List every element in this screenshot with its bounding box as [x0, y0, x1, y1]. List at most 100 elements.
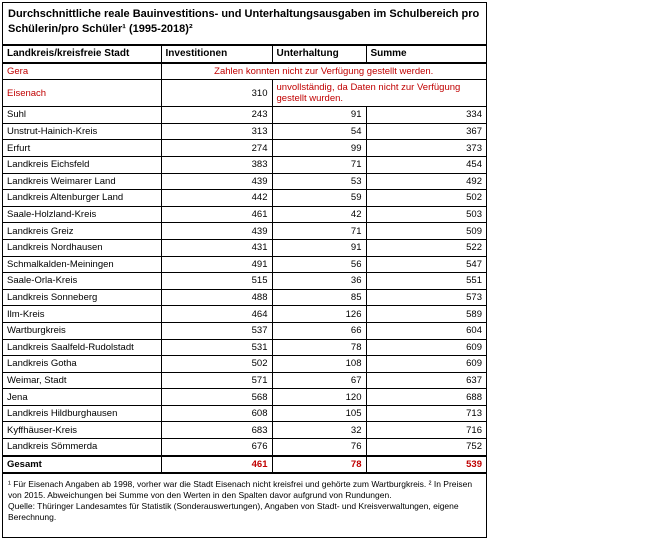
cell: 568 [160, 388, 273, 406]
table-row: Landkreis Hildburghausen 608 105 713 [3, 404, 486, 423]
table-row: Schmalkalden-Meiningen 491 56 547 [3, 255, 486, 274]
cell: 313 [160, 122, 273, 141]
cell: 537 [160, 321, 273, 340]
table-row: Landkreis Sömmerda 676 76 752 [3, 438, 486, 457]
footnote: Quelle: Thüringer Landesamtes für Statis… [8, 501, 459, 523]
row-label: Unstrut-Hainich-Kreis [3, 122, 162, 141]
table-row: Landkreis Sonneberg 488 85 573 [3, 288, 486, 307]
cell: 492 [365, 172, 486, 191]
cell: 99 [271, 139, 367, 157]
title: Durchschnittliche reale Bauinvestitions-… [8, 8, 480, 35]
column-header: Summe [365, 44, 486, 64]
cell: 243 [160, 106, 273, 124]
header-row: Landkreis/kreisfreie Stadt Investitionen U… [3, 44, 486, 64]
row-label: Saale-Holzland-Kreis [3, 205, 162, 224]
cell: 53 [271, 172, 367, 191]
table-row: Gera Zahlen konnten nicht zur Verfügung g… [3, 62, 486, 81]
cell: 373 [365, 139, 486, 157]
cell: 752 [365, 438, 486, 457]
cell: 59 [271, 189, 367, 207]
cell: 78 [271, 454, 367, 475]
table-row: Eisenach 310 unvollständig, da Daten nicht… [3, 79, 486, 108]
row-label: Erfurt [3, 139, 162, 157]
cell: 503 [365, 205, 486, 224]
table-row: Weimar, Stadt 571 67 637 [3, 371, 486, 390]
footnote: ¹ Für Eisenach Angaben ab 1998, vorher w… [8, 479, 473, 501]
table-row: Landkreis Eichsfeld 383 71 454 [3, 155, 486, 174]
note-cell: unvollständig, da Daten nicht zur Verfüg… [271, 79, 486, 108]
row-label: Weimar, Stadt [3, 371, 162, 390]
cell: 683 [160, 421, 273, 440]
cell: 491 [160, 255, 273, 274]
table-row: Ilm-Kreis 464 126 589 [3, 305, 486, 323]
cell: 71 [271, 222, 367, 240]
footnotes: ¹ Für Eisenach Angaben ab 1998, vorher w… [8, 479, 481, 523]
row-label: Saale-Orla-Kreis [3, 272, 162, 290]
cell: 91 [271, 238, 367, 257]
cell: 334 [365, 106, 486, 124]
cell: 54 [271, 122, 367, 141]
column-header: Landkreis/kreisfreie Stadt [3, 44, 162, 64]
table-row: Wartburgkreis 537 66 604 [3, 321, 486, 340]
cell: 461 [160, 205, 273, 224]
cell: 676 [160, 438, 273, 457]
cell: 539 [365, 454, 486, 475]
table-row: Landkreis Gotha 502 108 609 [3, 355, 486, 373]
cell: 454 [365, 155, 486, 174]
row-label: Eisenach [3, 79, 162, 108]
row-label: Gera [3, 62, 162, 81]
cell: 126 [271, 305, 367, 323]
cell: 551 [365, 272, 486, 290]
row-label: Ilm-Kreis [3, 305, 162, 323]
row-label: Landkreis Gotha [3, 355, 162, 373]
cell: 367 [365, 122, 486, 141]
cell: 531 [160, 338, 273, 357]
row-label: Landkreis Altenburger Land [3, 189, 162, 207]
cell: 509 [365, 222, 486, 240]
row-label: Landkreis Greiz [3, 222, 162, 240]
table-row: Landkreis Greiz 439 71 509 [3, 222, 486, 240]
table: Landkreis/kreisfreie Stadt Investitionen U… [3, 44, 486, 475]
cell: 713 [365, 404, 486, 423]
total-row: Gesamt 461 78 539 [3, 454, 486, 475]
cell: 78 [271, 338, 367, 357]
row-label: Landkreis Hildburghausen [3, 404, 162, 423]
row-label: Wartburgkreis [3, 321, 162, 340]
cell: 274 [160, 139, 273, 157]
cell: 608 [160, 404, 273, 423]
column-header: Investitionen [160, 44, 273, 64]
cell: 310 [160, 79, 273, 108]
cell: 36 [271, 272, 367, 290]
row-label: Schmalkalden-Meiningen [3, 255, 162, 274]
table-row: Kyffhäuser-Kreis 683 32 716 [3, 421, 486, 440]
cell: 515 [160, 272, 273, 290]
row-label: Gesamt [3, 454, 162, 475]
cell: 105 [271, 404, 367, 423]
cell: 56 [271, 255, 367, 274]
cell: 439 [160, 172, 273, 191]
cell: 76 [271, 438, 367, 457]
cell: 32 [271, 421, 367, 440]
cell: 439 [160, 222, 273, 240]
table-body: Gera Zahlen konnten nicht zur Verfügung g… [3, 62, 486, 475]
cell: 604 [365, 321, 486, 340]
table-row: Jena 568 120 688 [3, 388, 486, 406]
cell: 442 [160, 189, 273, 207]
cell: 461 [160, 454, 273, 475]
cell: 91 [271, 106, 367, 124]
cell: 522 [365, 238, 486, 257]
cell: 488 [160, 288, 273, 307]
table-row: Erfurt 274 99 373 [3, 139, 486, 157]
table-row: Landkreis Weimarer Land 439 53 492 [3, 172, 486, 191]
row-label: Suhl [3, 106, 162, 124]
cell: 609 [365, 338, 486, 357]
column-header: Unterhaltung [271, 44, 367, 64]
cell: 85 [271, 288, 367, 307]
cell: 716 [365, 421, 486, 440]
table-row: Landkreis Altenburger Land 442 59 502 [3, 189, 486, 207]
cell: 637 [365, 371, 486, 390]
cell: 502 [160, 355, 273, 373]
cell: 688 [365, 388, 486, 406]
row-label: Landkreis Sonneberg [3, 288, 162, 307]
